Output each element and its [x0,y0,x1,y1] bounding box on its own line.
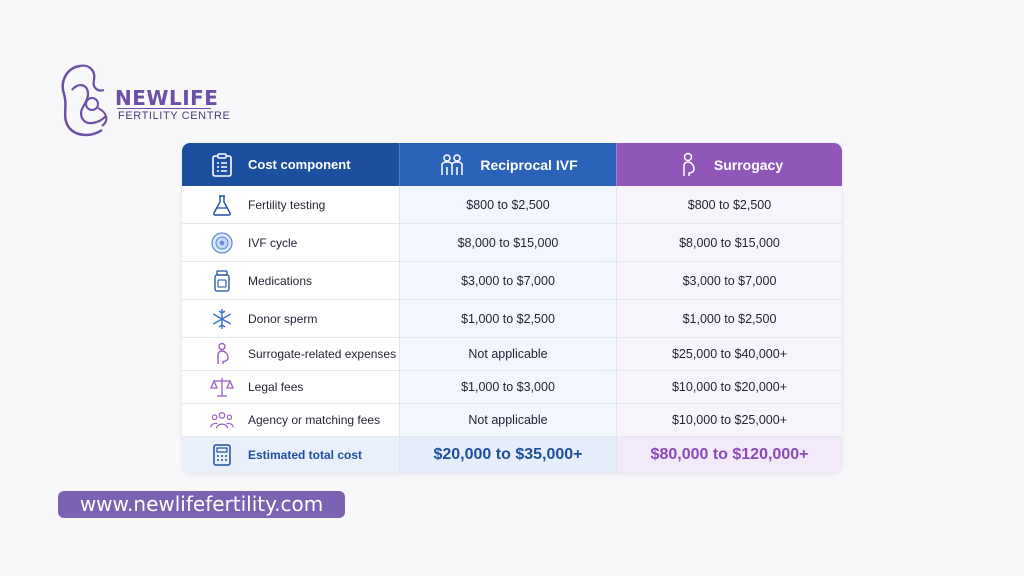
cost-component-cell: Fertility testing [182,186,399,223]
surrogacy-cost-cell: $1,000 to $2,500 [616,300,842,337]
calculator-icon [210,443,234,467]
total-surrogacy-value: $80,000 to $120,000+ [650,446,809,463]
reciprocal-cost-value: Not applicable [468,347,548,361]
total-label: Estimated total cost [248,448,363,462]
table-row: Fertility testing $800 to $2,500 $800 to $… [182,186,842,224]
reciprocal-cost-cell: $1,000 to $3,000 [399,371,616,403]
table-row: Surrogate-related expenses Not applicable… [182,338,842,371]
table-row: Medications $3,000 to $7,000 $3,000 to $7,… [182,262,842,300]
header-label: Reciprocal IVF [480,156,578,173]
table-row: Legal fees $1,000 to $3,000 $10,000 to $20… [182,371,842,404]
surrogacy-cost-cell: $8,000 to $15,000 [616,224,842,261]
total-row: Estimated total cost $20,000 to $35,000+… [182,437,842,473]
reciprocal-cost-cell: Not applicable [399,338,616,370]
surrogacy-cost-value: $25,000 to $40,000+ [671,347,788,361]
group-icon [210,408,234,432]
logo [58,60,218,138]
cost-component-label: Fertility testing [248,197,326,212]
surrogacy-cost-value: $1,000 to $2,500 [682,311,777,326]
total-reciprocal-value: $20,000 to $35,000+ [433,446,583,463]
table-row: Donor sperm $1,000 to $2,500 $1,000 to $2,… [182,300,842,338]
logo-divider [117,108,211,109]
reciprocal-cost-cell: $800 to $2,500 [399,186,616,223]
snowflake-icon [210,307,234,331]
table-row: Agency or matching fees Not applicable $10… [182,404,842,437]
couple-icon [438,153,466,177]
reciprocal-cost-value: $8,000 to $15,000 [457,235,559,250]
cost-component-cell: Medications [182,262,399,299]
reciprocal-cost-value: $1,000 to $3,000 [461,380,555,394]
logo-name: NEWLIFE [115,86,219,110]
surrogacy-cost-value: $10,000 to $25,000+ [671,413,788,427]
cost-comparison-table: Cost component Reciprocal IVF Surrogacy … [182,143,842,473]
reciprocal-cost-cell: Not applicable [399,404,616,436]
cost-component-cell: Legal fees [182,371,399,403]
reciprocal-cost-cell: $8,000 to $15,000 [399,224,616,261]
surrogacy-cost-cell: $3,000 to $7,000 [616,262,842,299]
flask-icon [210,193,234,217]
surrogacy-cost-cell: $25,000 to $40,000+ [616,338,842,370]
surrogacy-cost-cell: $800 to $2,500 [616,186,842,223]
pregnant-woman-icon [676,152,700,177]
scales-icon [210,375,234,399]
table-row: IVF cycle $8,000 to $15,000 $8,000 to $15,… [182,224,842,262]
surrogacy-cost-value: $800 to $2,500 [687,197,772,212]
header-label: Cost component [248,157,351,172]
medicine-bottle-icon [210,269,234,293]
reciprocal-cost-value: Not applicable [468,413,548,427]
cost-component-cell: Agency or matching fees [182,404,399,436]
reciprocal-cost-value: $3,000 to $7,000 [461,273,555,288]
total-surrogacy-cell: $80,000 to $120,000+ [616,437,842,473]
cost-component-label: IVF cycle [248,235,298,250]
total-reciprocal-cell: $20,000 to $35,000+ [399,437,616,473]
cost-component-label: Medications [248,273,313,288]
cost-component-cell: Surrogate-related expenses [182,338,399,370]
header-label: Surrogacy [713,156,784,173]
website-url[interactable]: www.newlifefertility.com [58,491,345,518]
surrogacy-cost-value: $10,000 to $20,000+ [671,380,788,394]
cost-component-label: Donor sperm [248,311,318,326]
total-label-cell: Estimated total cost [182,437,399,473]
surrogacy-cost-cell: $10,000 to $20,000+ [616,371,842,403]
clipboard-icon [210,152,234,177]
pregnant-woman-icon [210,342,234,366]
cost-component-cell: Donor sperm [182,300,399,337]
header-surrogacy: Surrogacy [616,143,842,186]
reciprocal-cost-value: $1,000 to $2,500 [461,311,555,326]
logo-figure-icon [61,64,108,137]
cost-component-label: Surrogate-related expenses [248,347,397,361]
header-reciprocal-ivf: Reciprocal IVF [399,143,616,186]
logo-subtitle: FERTILITY CENTRE [118,110,231,122]
table-header-row: Cost component Reciprocal IVF Surrogacy [182,143,842,186]
surrogacy-cost-value: $8,000 to $15,000 [679,235,780,250]
cost-component-label: Agency or matching fees [248,413,381,427]
cost-component-label: Legal fees [248,380,304,394]
egg-cell-icon [210,231,234,255]
reciprocal-cost-cell: $3,000 to $7,000 [399,262,616,299]
cost-component-cell: IVF cycle [182,224,399,261]
header-cost-component: Cost component [182,143,399,186]
reciprocal-cost-cell: $1,000 to $2,500 [399,300,616,337]
reciprocal-cost-value: $800 to $2,500 [466,197,550,212]
surrogacy-cost-value: $3,000 to $7,000 [682,273,777,288]
surrogacy-cost-cell: $10,000 to $25,000+ [616,404,842,436]
